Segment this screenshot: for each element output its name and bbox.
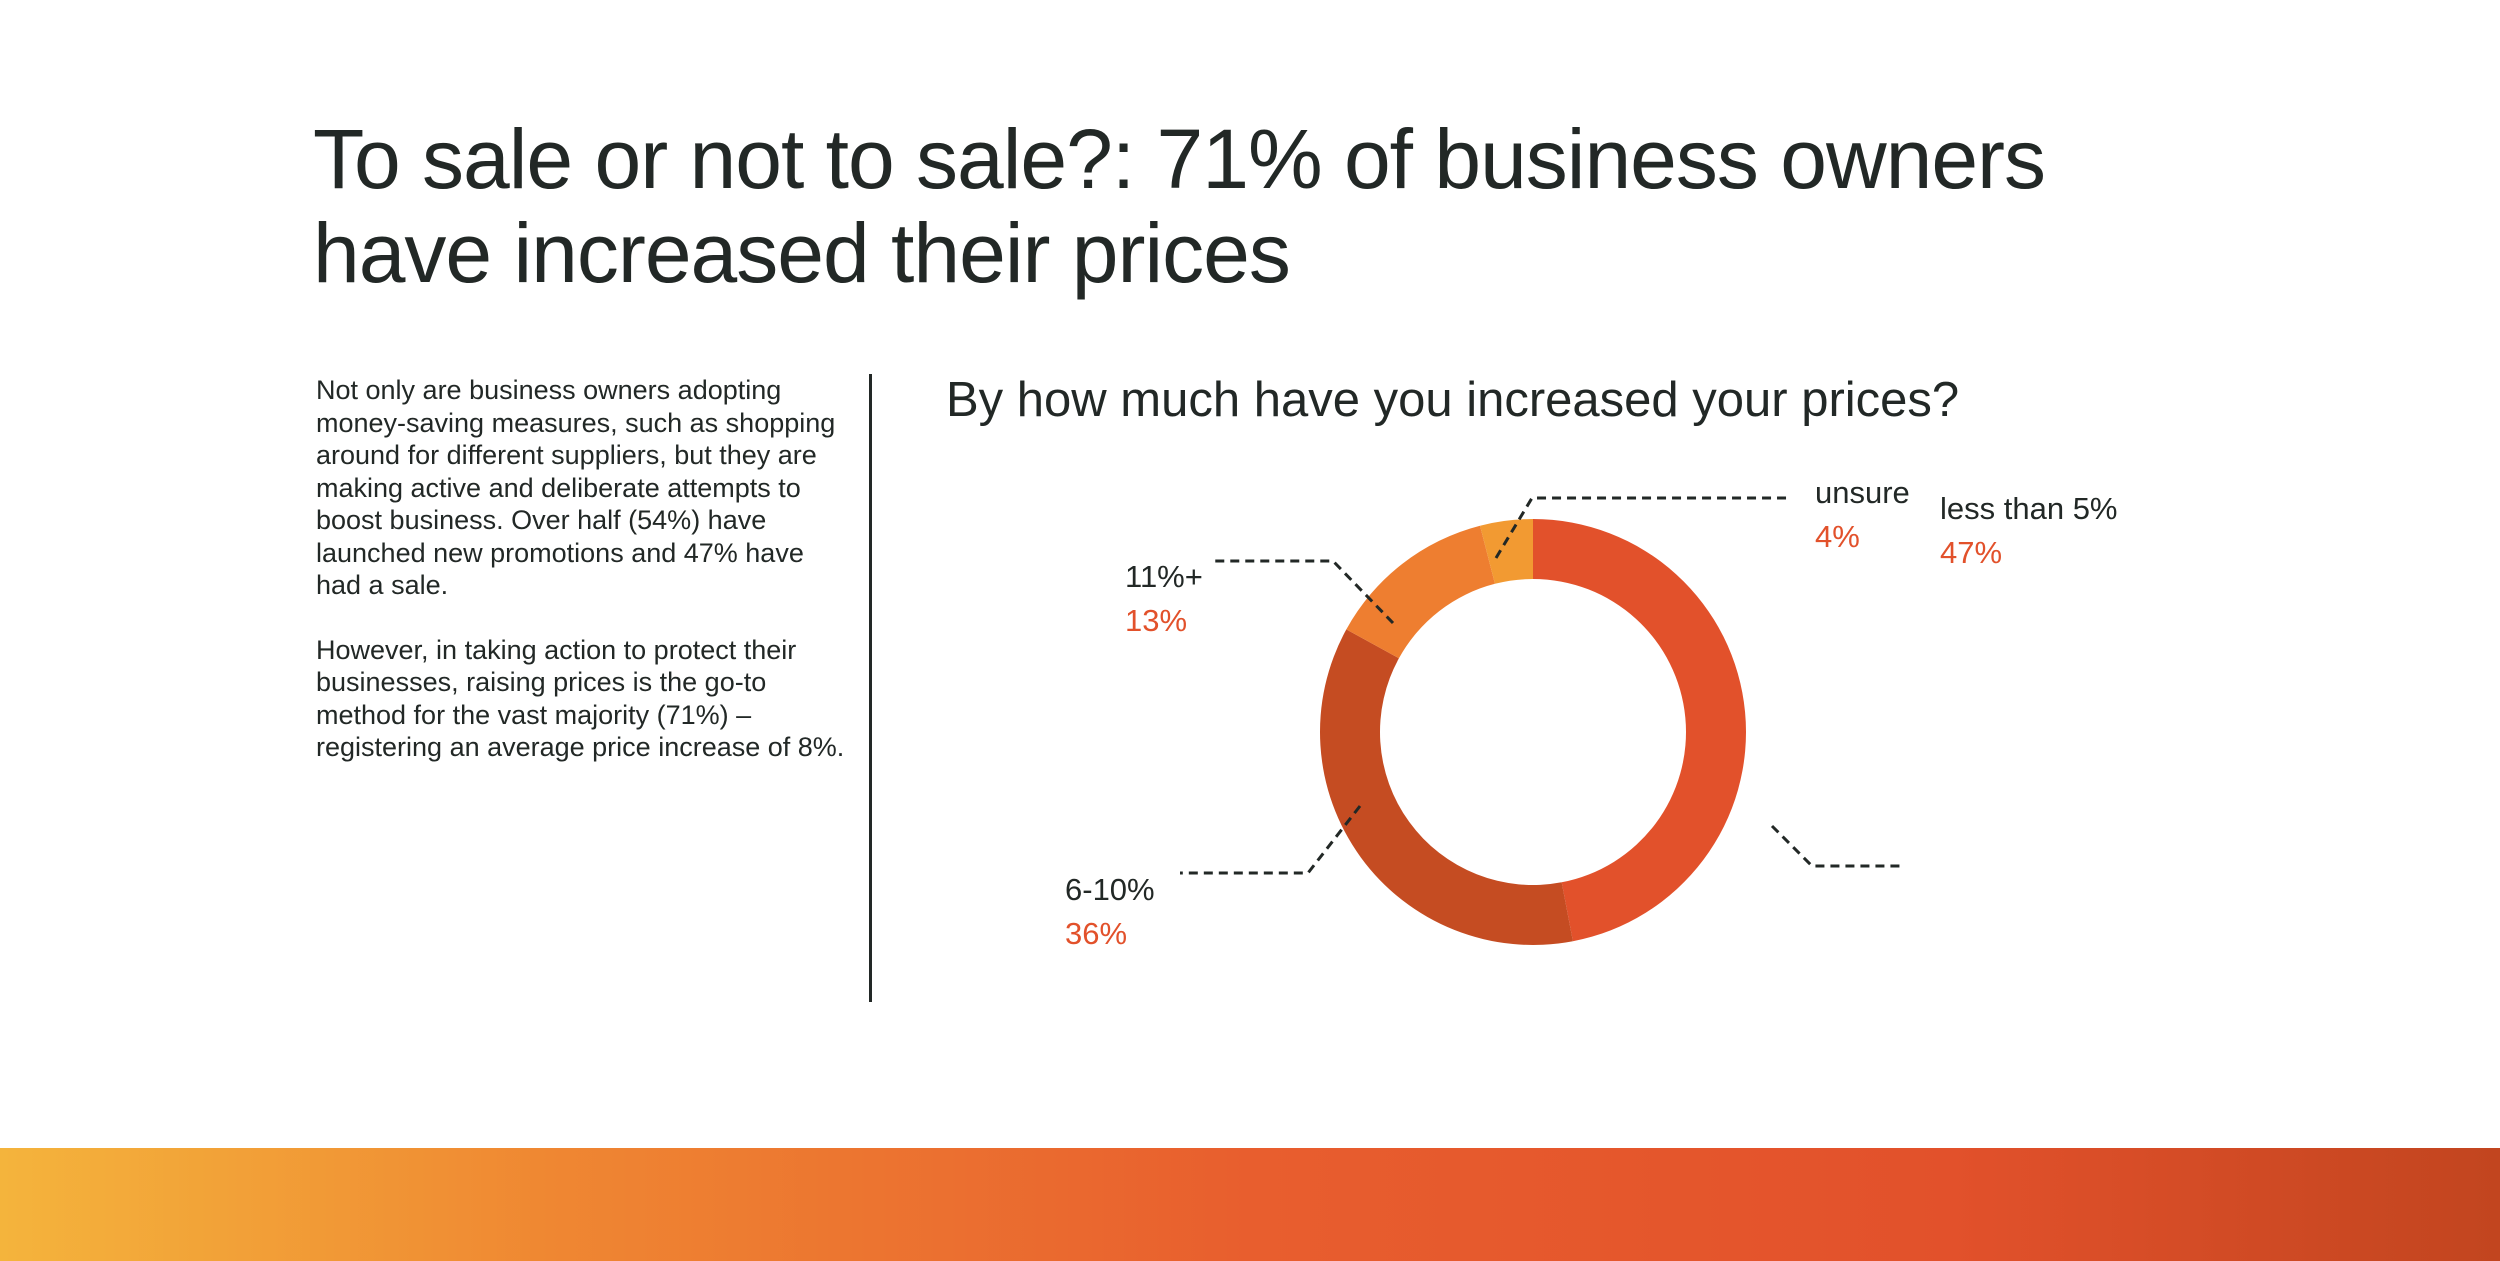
footer-gradient-bar <box>0 1148 2500 1261</box>
chart-title: By how much have you increased your pric… <box>946 373 1960 427</box>
page-headline: To sale or not to sale?: 71% of business… <box>313 112 2046 300</box>
donut-slice-1 <box>1320 629 1573 945</box>
intro-paragraph-2: However, in taking action to protect the… <box>316 634 845 763</box>
slice-value-0: 47% <box>1940 535 2002 570</box>
donut-slice-0 <box>1533 519 1746 942</box>
column-divider <box>869 374 872 1002</box>
leader-line-0 <box>1770 824 1900 868</box>
leader-line-1 <box>1180 805 1362 875</box>
intro-paragraph-1: Not only are business owners adopting mo… <box>316 375 836 600</box>
slice-label-3: unsure <box>1815 475 1910 510</box>
intro-text: Not only are business owners adopting mo… <box>316 374 856 796</box>
slice-value-3: 4% <box>1815 519 1860 554</box>
donut-slice-3 <box>1480 519 1533 584</box>
slice-label-1: 6-10% <box>1065 872 1155 907</box>
slice-label-2: 11%+ <box>1125 559 1203 594</box>
slice-value-1: 36% <box>1065 916 1127 951</box>
donut-slice-2 <box>1346 525 1495 659</box>
leader-line-3 <box>1494 496 1790 559</box>
slice-label-0: less than 5% <box>1940 491 2118 526</box>
donut-chart: less than 5% 47% 6-10% 36% 11%+ 13% unsure 4% <box>1065 475 2118 951</box>
slice-value-2: 13% <box>1125 603 1187 638</box>
